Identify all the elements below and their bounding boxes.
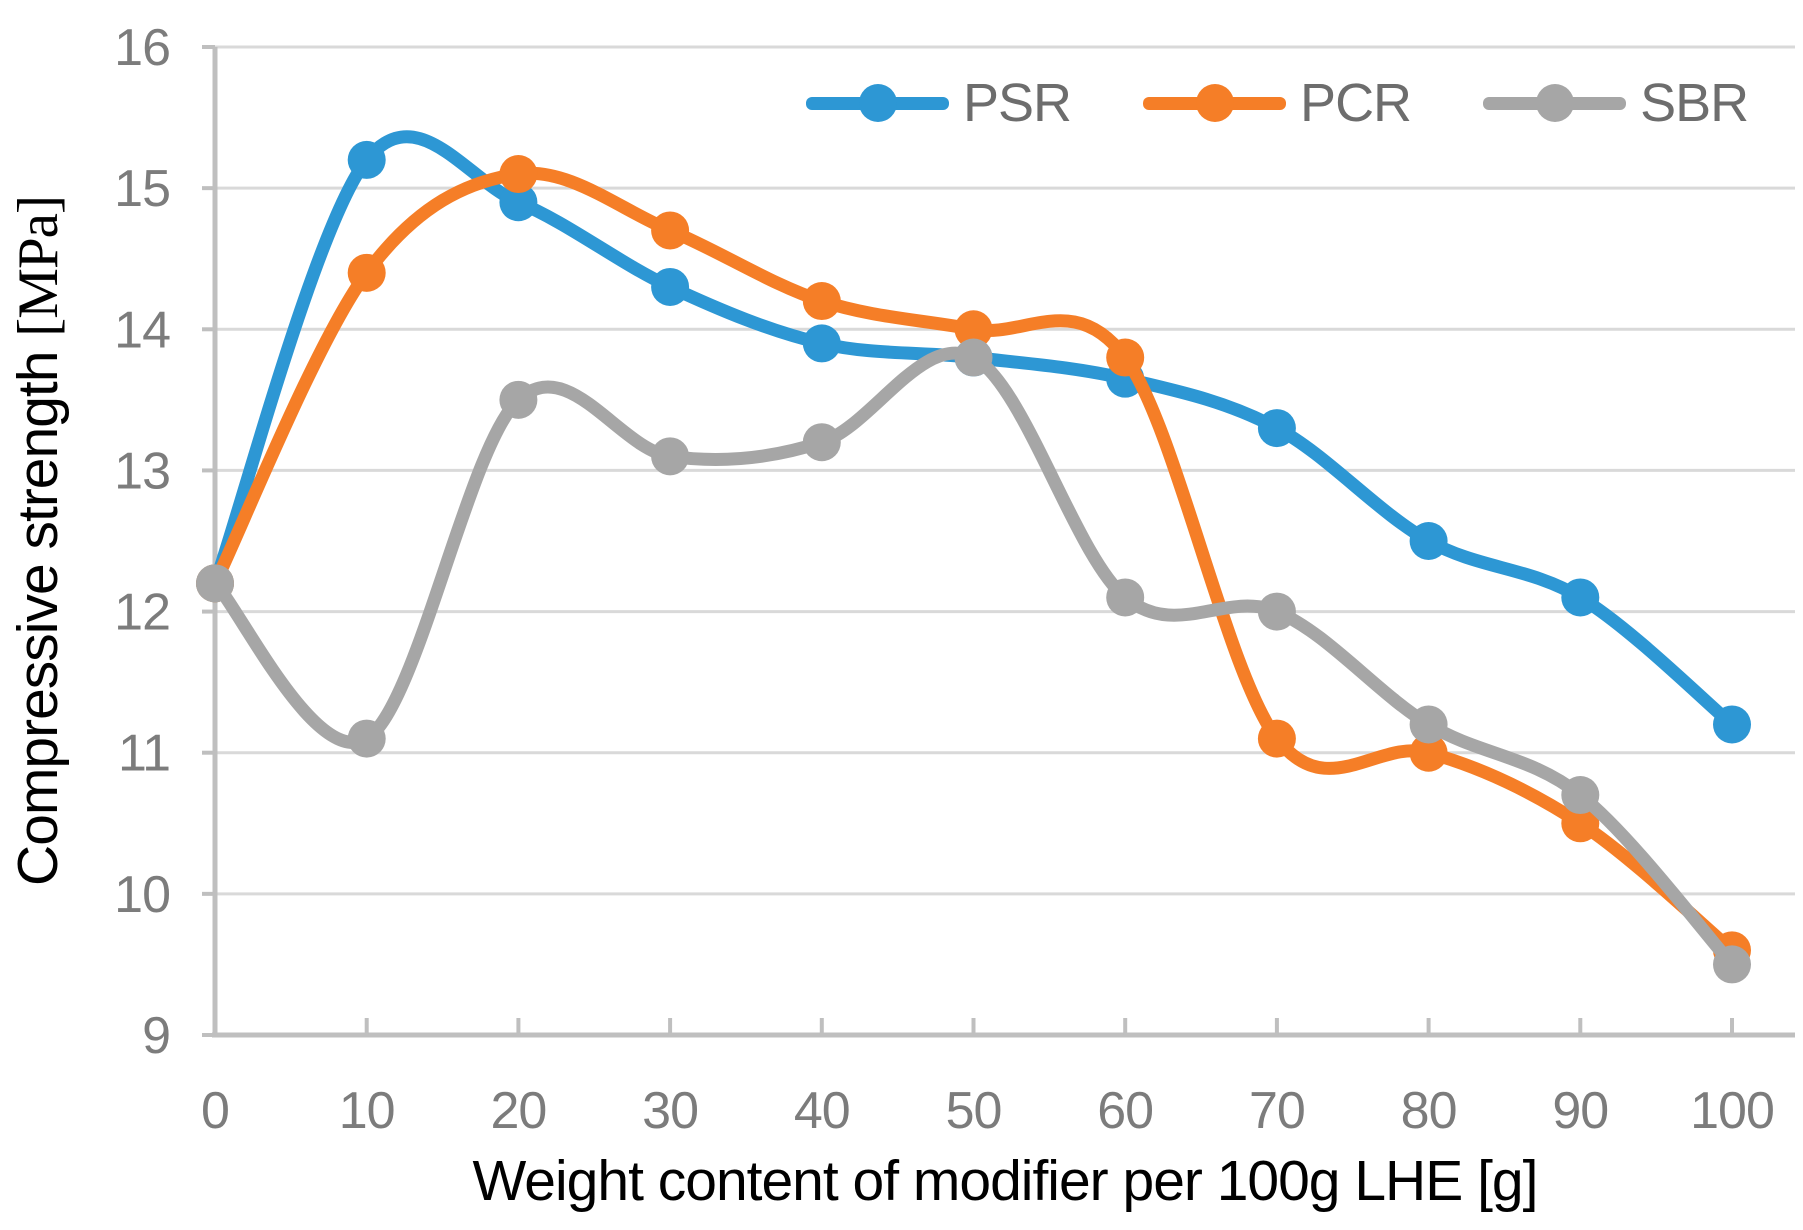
marker-SBR (1713, 945, 1751, 984)
marker-PCR (1106, 338, 1145, 377)
legend-marker-icon (858, 84, 897, 122)
legend-marker-icon (1195, 84, 1234, 122)
series-line-PCR (208, 166, 1739, 957)
marker-SBR (1106, 578, 1145, 617)
legend-label-pcr: PCR (1300, 73, 1412, 133)
y-tick-label: 9 (142, 1007, 170, 1065)
legend-label-sbr: SBR (1640, 73, 1749, 133)
legend-item-pcr: PCR (1143, 73, 1412, 133)
marker-SBR (499, 380, 538, 419)
y-tick-label: 12 (114, 584, 170, 642)
marker-PSR (802, 324, 841, 363)
marker-SBR (1409, 705, 1448, 744)
marker-PCR (651, 211, 690, 250)
marker-PCR (347, 253, 386, 292)
series-line-PSR (208, 130, 1739, 731)
marker-SBR (651, 437, 690, 476)
marker-PSR (1713, 705, 1751, 744)
marker-SBR (802, 423, 841, 462)
legend-item-sbr: SBR (1483, 73, 1749, 133)
marker-PSR (1257, 409, 1296, 448)
y-tick-label: 14 (114, 301, 170, 359)
legend-swatch-psr (806, 84, 949, 122)
marker-PSR (1409, 522, 1448, 560)
marker-PSR (347, 140, 386, 179)
marker-PCR (954, 310, 993, 349)
y-tick-label: 10 (114, 866, 170, 924)
y-axis-title-units: [MPa] (7, 196, 70, 337)
x-tick-label: 60 (1097, 1082, 1153, 1140)
x-tick-label: 40 (794, 1082, 850, 1140)
marker-PCR (1409, 733, 1448, 772)
series-line-SBR (208, 346, 1739, 971)
marker-PCR (802, 282, 841, 321)
marker-PSR (1561, 578, 1600, 617)
x-tick-label: 20 (490, 1082, 546, 1140)
x-tick-label: 30 (642, 1082, 698, 1140)
x-tick-label: 70 (1249, 1082, 1305, 1140)
marker-PSR (651, 267, 690, 306)
x-tick-label: 90 (1552, 1082, 1608, 1140)
legend-swatch-sbr (1483, 84, 1627, 122)
y-axis-title-text: Compressive strength (6, 337, 70, 886)
legend-marker-icon (1535, 84, 1574, 122)
x-axis-title: Weight content of modifier per 100g LHE … (472, 1149, 1539, 1213)
y-tick-label: 11 (118, 725, 170, 783)
marker-SBR (196, 564, 234, 603)
y-tick-label: 13 (114, 442, 170, 500)
marker-PCR (1257, 719, 1296, 758)
legend-item-psr: PSR (806, 73, 1072, 133)
marker-SBR (1257, 592, 1296, 631)
y-axis-title: Compressive strength [MPa] (6, 196, 70, 886)
marker-SBR (347, 719, 386, 758)
marker-SBR (954, 338, 993, 377)
marker-PSR (499, 183, 538, 222)
marker-SBR (1561, 776, 1600, 815)
x-tick-label: 50 (946, 1082, 1002, 1140)
x-tick-label: 10 (339, 1082, 395, 1140)
legend: PSR PCR SBR (806, 73, 1749, 133)
x-tick-label: 80 (1401, 1082, 1457, 1140)
legend-swatch-pcr (1143, 84, 1287, 122)
marker-PCR (499, 155, 538, 194)
x-tick-label: 0 (201, 1082, 229, 1140)
x-tick-label: 100 (1690, 1082, 1774, 1140)
y-tick-label: 15 (114, 160, 170, 218)
legend-label-psr: PSR (963, 73, 1072, 133)
marker-PCR (1561, 804, 1600, 843)
y-tick-label: 16 (114, 19, 170, 77)
